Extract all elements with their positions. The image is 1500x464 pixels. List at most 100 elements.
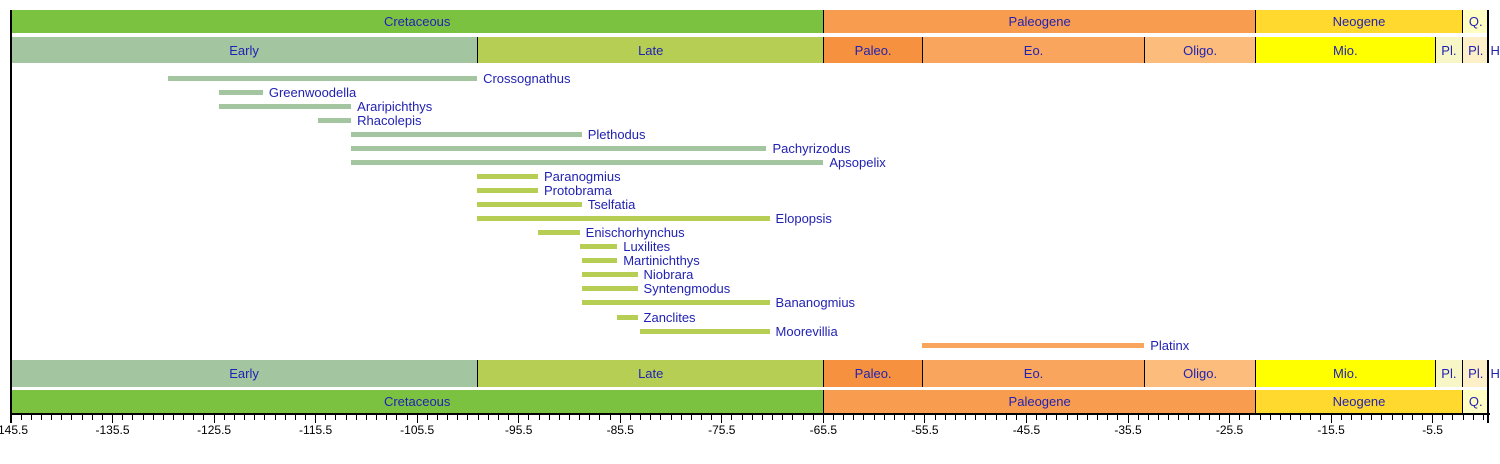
axis-tick-minor <box>1350 415 1352 420</box>
axis-tick-minor <box>162 415 164 420</box>
taxon-range-bar <box>477 216 770 222</box>
taxon-label[interactable]: Luxilites <box>623 239 671 255</box>
axis-tick-minor <box>914 415 916 420</box>
epoch-label: Pl. <box>1468 42 1484 58</box>
axis-tick-minor <box>1208 415 1210 420</box>
period-label: Q. <box>1468 14 1483 29</box>
axis-tick-label: -45.5 <box>1012 423 1041 437</box>
axis-tick-label: -145.5 <box>0 423 29 437</box>
taxon-range-bar <box>477 188 539 194</box>
axis-tick-major <box>213 415 215 423</box>
axis-tick-minor <box>751 415 753 420</box>
axis-tick-minor <box>345 415 347 420</box>
taxon-label[interactable]: Niobrara <box>643 267 694 283</box>
epoch-cell-early: Early <box>11 37 478 63</box>
taxon-label[interactable]: Plethodus <box>587 127 646 143</box>
axis-tick-minor <box>1239 415 1241 420</box>
chart-frame-right-top <box>1487 10 1489 63</box>
axis-tick-minor <box>640 415 642 420</box>
taxon-label[interactable]: Tselfatia <box>587 197 636 213</box>
epoch-label: Mio. <box>1333 366 1358 381</box>
taxon-label[interactable]: Pachyrizodus <box>772 141 851 157</box>
period-cell-neogene: Neogene <box>1254 10 1463 33</box>
axis-tick-minor <box>20 415 22 420</box>
axis-tick-minor <box>1218 415 1220 420</box>
axis-tick-minor <box>883 415 885 420</box>
taxon-label[interactable]: Bananogmius <box>775 295 856 311</box>
taxon-label[interactable]: Elopopsis <box>775 211 832 227</box>
axis-tick-label: -105.5 <box>400 423 435 437</box>
axis-tick-major <box>619 415 621 423</box>
epoch-cell-mio: Mio. <box>1254 360 1435 387</box>
axis-tick-label: -55.5 <box>911 423 939 437</box>
axis-tick-minor <box>365 415 367 420</box>
axis-tick-minor <box>376 415 378 420</box>
period-label: Paleogene <box>1008 394 1071 409</box>
epoch-label: Pl. <box>1441 366 1457 381</box>
epoch-label: Pl. <box>1468 366 1484 381</box>
axis-tick-minor <box>477 415 479 420</box>
axis-tick-minor <box>51 415 53 420</box>
axis-tick-minor <box>893 415 895 420</box>
axis-tick-minor <box>325 415 327 420</box>
axis-tick-minor <box>569 415 570 420</box>
taxon-range-bar <box>351 132 582 138</box>
taxon-label[interactable]: Protobrama <box>544 183 612 199</box>
taxon-label[interactable]: Platinx <box>1150 337 1190 353</box>
axis-tick-minor <box>985 415 987 420</box>
epoch-label: Paleo. <box>854 42 892 58</box>
axis-tick-minor <box>650 415 652 420</box>
epoch-cell-eo: Eo. <box>921 360 1145 387</box>
axis-tick-minor <box>1269 415 1271 420</box>
taxon-range-bar <box>477 202 582 208</box>
epoch-cell-paleo: Paleo. <box>823 37 922 63</box>
taxon-label[interactable]: Paranogmius <box>544 169 621 185</box>
taxon-label[interactable]: Moorevillia <box>775 323 838 339</box>
epoch-cell-pl: Pl. <box>1462 360 1489 387</box>
taxon-label[interactable]: Rhacolepis <box>357 113 422 129</box>
taxon-label[interactable]: Greenwoodella <box>268 85 357 101</box>
axis-tick-major <box>924 415 926 423</box>
axis-tick-minor <box>172 415 174 420</box>
taxon-label[interactable]: Martinichthys <box>623 253 700 269</box>
axis-tick-minor <box>1015 415 1017 420</box>
epoch-label: Mio. <box>1333 42 1358 58</box>
axis-tick-minor <box>538 415 540 420</box>
epoch-cell-eo: Eo. <box>921 37 1145 63</box>
axis-tick-minor <box>152 415 154 420</box>
taxon-label[interactable]: Araripichthys <box>357 99 433 115</box>
axis-tick-minor <box>833 415 835 420</box>
axis-tick-minor <box>1056 415 1058 420</box>
taxon-label[interactable]: Crossognathus <box>483 71 571 86</box>
axis-tick-minor <box>1036 415 1038 420</box>
axis-tick-minor <box>71 415 73 420</box>
axis-tick-minor <box>741 415 743 420</box>
axis-tick-minor <box>193 415 195 420</box>
taxon-range-bar <box>581 286 638 292</box>
period-cell-cretaceous: Cretaceous <box>11 390 824 413</box>
taxon-range-bar <box>351 146 767 152</box>
epoch-label: H. <box>1490 42 1500 58</box>
axis-tick-major <box>112 415 114 423</box>
taxon-label[interactable]: Zanclites <box>643 309 696 325</box>
period-cell-neogene: Neogene <box>1254 390 1463 413</box>
axis-tick-minor <box>203 415 205 420</box>
axis-tick-minor <box>792 415 794 420</box>
axis-tick-major <box>315 415 317 423</box>
axis-tick-minor <box>812 415 814 420</box>
axis-tick-minor <box>396 415 398 420</box>
axis-tick-minor <box>1188 415 1190 420</box>
axis-tick-minor <box>436 415 438 420</box>
axis-tick-minor <box>853 415 855 420</box>
axis-tick-minor <box>711 415 713 420</box>
taxon-label[interactable]: Apsopelix <box>829 155 886 171</box>
taxon-range-bar <box>168 76 478 81</box>
taxon-label[interactable]: Syntengmodus <box>643 281 731 297</box>
period-label: Cretaceous <box>383 14 451 29</box>
axis-tick-minor <box>406 415 408 420</box>
period-label: Neogene <box>1332 394 1386 409</box>
axis-tick-minor <box>670 415 672 420</box>
axis-tick-label: -75.5 <box>708 423 736 437</box>
axis-tick-minor <box>802 415 804 420</box>
taxon-label[interactable]: Enischorhynchus <box>585 225 685 241</box>
